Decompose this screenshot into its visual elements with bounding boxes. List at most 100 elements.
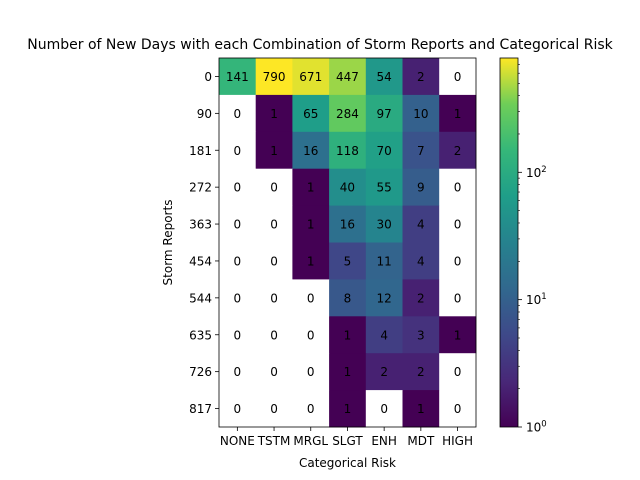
x-tick-label: MDT	[407, 434, 435, 448]
heatmap-cell	[255, 168, 293, 206]
heatmap-cell	[402, 94, 440, 133]
heatmap-cell	[365, 205, 403, 243]
cell-value-label: 0	[234, 328, 242, 342]
cell-value-label: 0	[454, 181, 462, 195]
heatmap-cell	[439, 390, 477, 428]
cell-value-label: 16	[340, 218, 355, 232]
cell-value-label: 118	[336, 144, 359, 158]
heatmap-cell	[329, 58, 367, 96]
heatmap-cell	[402, 353, 440, 391]
cell-value-label: 1	[344, 402, 352, 416]
cell-value-label: 55	[377, 181, 392, 195]
heatmap-cell	[365, 168, 403, 206]
cell-value-label: 2	[380, 365, 388, 379]
cell-value-label: 70	[377, 144, 392, 158]
cell-value-label: 12	[377, 291, 392, 305]
heatmap-cell	[439, 205, 477, 243]
cell-value-label: 671	[299, 70, 322, 84]
x-tick-label: SLGT	[332, 434, 363, 448]
heatmap-cell	[219, 131, 257, 170]
colorbar-tick-exponent: 0	[541, 420, 546, 430]
heatmap-cell	[292, 242, 330, 280]
heatmap-cell	[365, 390, 403, 428]
y-tick-label: 817	[189, 402, 212, 416]
heatmap-cell	[365, 131, 403, 170]
heatmap-cell	[365, 353, 403, 391]
heatmap-cell	[219, 58, 257, 96]
cell-value-label: 11	[377, 254, 392, 268]
heatmap-cell	[329, 316, 367, 354]
cell-value-label: 1	[417, 402, 425, 416]
x-tick-label: MRGL	[293, 434, 328, 448]
heatmap-cell	[292, 131, 330, 170]
heatmap-cell	[439, 94, 477, 133]
cell-value-label: 0	[270, 291, 278, 305]
heatmap-cell	[292, 168, 330, 206]
heatmap-cell	[219, 94, 257, 133]
y-tick-label: 0	[204, 70, 212, 84]
cell-value-label: 10	[413, 107, 428, 121]
cell-value-label: 7	[417, 144, 425, 158]
x-tick-label: HIGH	[442, 434, 473, 448]
cell-value-label: 0	[234, 107, 242, 121]
heatmap-cell	[439, 316, 477, 354]
cell-value-label: 0	[270, 254, 278, 268]
heatmap-cell	[402, 279, 440, 317]
y-tick-label: 454	[189, 254, 212, 268]
heatmap-cell	[255, 131, 293, 170]
heatmap-cell	[255, 94, 293, 133]
colorbar-tick-label: 100	[526, 420, 547, 435]
heatmap-cell	[255, 390, 293, 428]
heatmap-cell	[329, 205, 367, 243]
cell-value-label: 0	[270, 365, 278, 379]
cell-value-label: 0	[270, 328, 278, 342]
cell-value-label: 0	[454, 402, 462, 416]
y-tick-label: 544	[189, 291, 212, 305]
y-axis-ticks: 0 90 181 272 363 454 544 635 726 817	[189, 70, 219, 416]
cell-value-label: 1	[270, 144, 278, 158]
cell-value-label: 40	[340, 181, 355, 195]
heatmap-cell	[329, 94, 367, 133]
cell-value-label: 0	[234, 181, 242, 195]
heatmap-cell	[402, 205, 440, 243]
cell-value-label: 0	[454, 70, 462, 84]
heatmap-cell	[219, 316, 257, 354]
cell-value-label: 30	[377, 218, 392, 232]
y-axis-label: Storm Reports	[161, 200, 175, 286]
heatmap-cell	[402, 168, 440, 206]
heatmap-cell	[255, 353, 293, 391]
heatmap-cell	[439, 242, 477, 280]
heatmap-cell	[292, 205, 330, 243]
y-tick-label: 272	[189, 181, 212, 195]
cell-value-label: 4	[417, 218, 425, 232]
cell-value-label: 97	[377, 107, 392, 121]
cell-value-label: 284	[336, 107, 359, 121]
cell-value-labels: 141 790 671 447 54 2 00 1 65 284 97 10 10 1 16 118 70 7 20…	[226, 70, 461, 416]
cell-value-label: 0	[307, 365, 315, 379]
heatmap-cell	[402, 58, 440, 96]
x-axis-ticks: NONE TSTM MRGL SLGT ENH MDT HIGH	[220, 427, 473, 448]
heatmap-cell	[292, 58, 330, 96]
heatmap-cell	[439, 279, 477, 317]
heatmap-cell	[365, 316, 403, 354]
heatmap-cell	[255, 242, 293, 280]
heatmap-cell	[402, 131, 440, 170]
cell-value-label: 8	[344, 291, 352, 305]
cell-value-label: 65	[303, 107, 318, 121]
heatmap-cell	[402, 242, 440, 280]
heatmap-cell	[365, 279, 403, 317]
cell-value-label: 0	[454, 291, 462, 305]
cell-value-label: 0	[454, 254, 462, 268]
heatmap-cell	[365, 94, 403, 133]
y-tick-label: 635	[189, 328, 212, 342]
cell-value-label: 1	[307, 254, 315, 268]
heatmap-cell	[365, 58, 403, 96]
cell-value-label: 141	[226, 70, 249, 84]
cell-value-label: 54	[377, 70, 392, 84]
x-tick-label: TSTM	[257, 434, 291, 448]
cell-value-label: 4	[417, 254, 425, 268]
cell-value-label: 1	[307, 218, 315, 232]
cell-value-label: 3	[417, 328, 425, 342]
colorbar	[499, 57, 519, 428]
